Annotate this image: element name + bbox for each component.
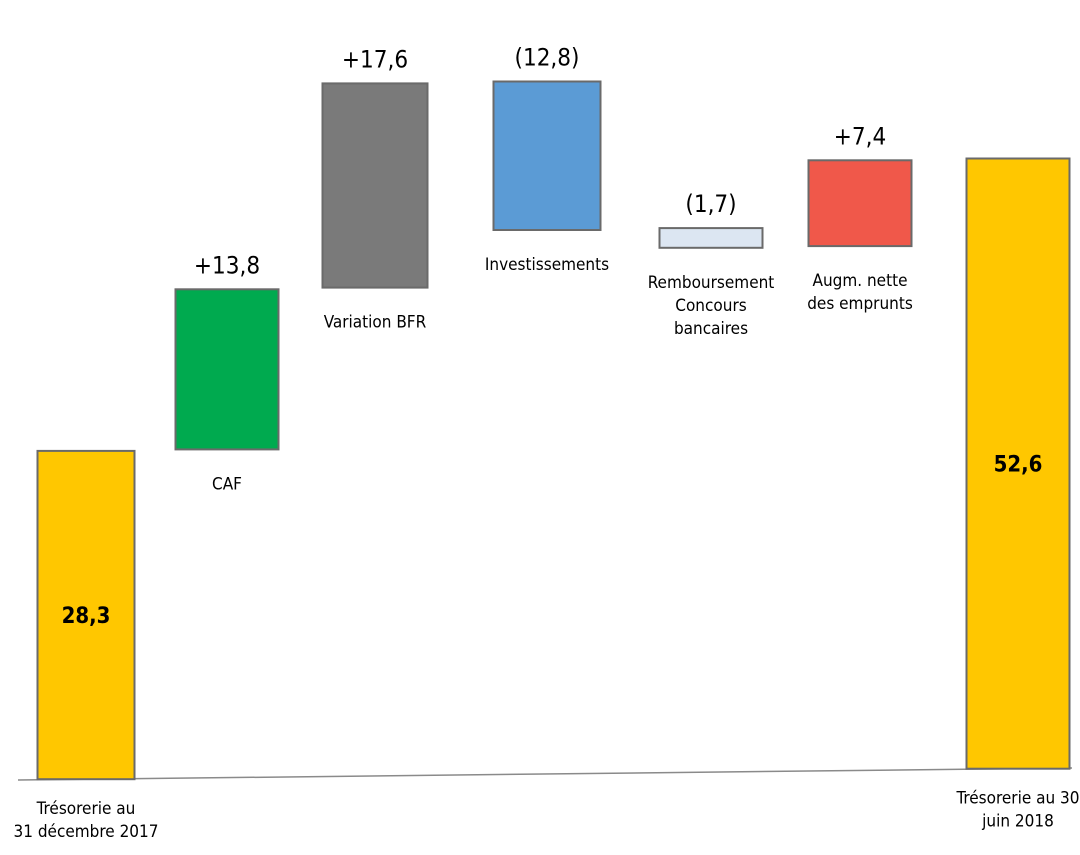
value-label-variation-bfr: +17,6 xyxy=(342,45,408,73)
category-label-augm-nette-des-emprunts: Augm. nette des emprunts xyxy=(807,271,913,314)
bar-augm-nette-des-emprunts xyxy=(807,159,913,248)
value-label-augm-nette-des-emprunts: +7,4 xyxy=(834,122,886,150)
bar-caf xyxy=(174,288,280,451)
category-label-investissements: Investissements xyxy=(485,255,609,275)
value-label-investissements: (12,8) xyxy=(515,44,580,72)
bar-tresorerie-au-31-decembre-2017 xyxy=(36,449,136,781)
bar-remboursement-concours-bancaires xyxy=(658,227,764,249)
category-label-caf: CAF xyxy=(212,474,242,494)
bar-variation-bfr xyxy=(321,82,429,289)
value-label-tresorerie-au-30-juin-2018: 52,6 xyxy=(994,453,1043,478)
category-label-remboursement-concours-bancaires: Remboursement Concours bancaires xyxy=(648,273,775,339)
value-label-caf: +13,8 xyxy=(194,251,260,279)
bar-investissements xyxy=(492,80,602,231)
bar-tresorerie-au-30-juin-2018 xyxy=(965,157,1071,770)
category-label-variation-bfr: Variation BFR xyxy=(324,313,427,333)
value-label-tresorerie-au-31-decembre-2017: 28,3 xyxy=(62,604,111,629)
value-label-remboursement-concours-bancaires: (1,7) xyxy=(685,190,736,218)
category-label-tresorerie-au-30-juin-2018: Trésorerie au 30 juin 2018 xyxy=(956,789,1080,832)
baseline-axis xyxy=(17,767,1073,781)
category-label-tresorerie-au-31-decembre-2017: Trésorerie au 31 décembre 2017 xyxy=(14,799,159,842)
